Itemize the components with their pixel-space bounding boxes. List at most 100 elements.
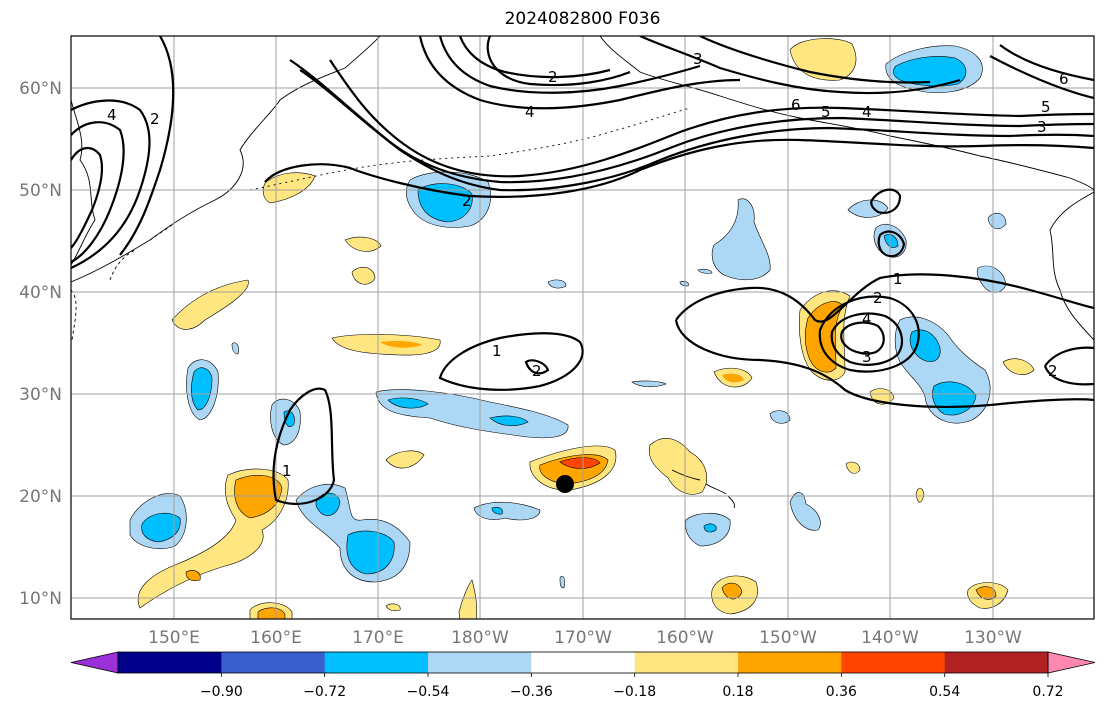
negative-anomaly-area	[789, 492, 821, 531]
contour-line	[699, 36, 931, 84]
contour-label-gulf-5: 5	[821, 103, 831, 121]
negative-anomaly-area	[387, 397, 429, 409]
negative-anomaly-area	[417, 183, 473, 223]
positive-anomaly-area	[185, 570, 201, 582]
contour-line	[71, 121, 125, 263]
storm-center-marker	[556, 475, 574, 493]
colorbar-swatch	[634, 652, 739, 673]
lat-label: 40°N	[19, 283, 62, 303]
contour-line	[989, 55, 1094, 100]
negative-anomaly-area	[769, 410, 791, 424]
colorbar: −0.90 −0.72 −0.54 −0.36 −0.18 0.18 0.36 0.54 0.7…	[70, 651, 1096, 700]
contour-labels: 2 3 4 6 5 4 3 5 6 1 2 1 2 4 3 1 2 4 2 2	[107, 50, 1069, 480]
contour-line	[1043, 365, 1094, 386]
negative-anomaly-area	[489, 415, 529, 427]
contour-label-west-1: 1	[282, 462, 292, 480]
pressure-contours	[71, 36, 1094, 505]
colorbar-swatch	[944, 652, 1049, 673]
colorbar-extend-low	[70, 651, 119, 674]
colorbar-swatch	[531, 652, 636, 673]
contour-line	[840, 321, 885, 355]
negative-anomaly-area	[491, 506, 503, 515]
lat-label: 50°N	[19, 181, 62, 201]
colorbar-label: −0.54	[407, 684, 450, 700]
contour-line	[674, 319, 1094, 408]
negative-anomaly-area	[711, 198, 771, 280]
lat-label: 20°N	[19, 487, 62, 507]
coastline-aleutians	[249, 107, 691, 191]
negative-anomaly-area	[191, 367, 213, 411]
negative-anomaly-area	[559, 575, 565, 589]
contour-label-east-2: 2	[873, 289, 883, 307]
positive-anomaly-area	[257, 607, 286, 619]
positive-anomaly-area	[975, 586, 997, 600]
colorbar-swatch	[841, 652, 946, 673]
lon-label: 170°W	[554, 628, 612, 648]
positive-anomaly-area	[344, 236, 382, 252]
positive-anomaly-area	[380, 341, 422, 348]
lon-label: 150°W	[759, 628, 817, 648]
contour-line	[486, 36, 631, 87]
contour-line	[999, 44, 1094, 82]
contour-line	[870, 188, 902, 214]
contour-label-east-4: 4	[862, 310, 872, 328]
lat-label: 60°N	[19, 79, 62, 99]
positive-anomaly-area	[234, 475, 283, 519]
contour-line	[119, 36, 175, 256]
positive-anomaly-area	[351, 266, 376, 285]
contour-label-bering-3: 3	[693, 50, 703, 68]
colorbar-label: −0.72	[303, 684, 346, 700]
contour-line	[877, 230, 906, 258]
contour-line	[639, 36, 961, 95]
lon-label: 180°W	[451, 628, 509, 648]
contour-label-coast-6: 6	[1059, 70, 1069, 88]
negative-anomaly-area	[893, 56, 967, 87]
contour-line	[524, 359, 550, 375]
colorbar-extend-high	[1047, 651, 1096, 674]
contour-label-bering-2: 2	[548, 68, 558, 86]
contour-label-aleutian-2: 2	[462, 192, 472, 210]
colorbar-swatch	[738, 652, 842, 673]
coastline-kamchatka	[71, 36, 381, 283]
negative-anomaly-area	[703, 523, 717, 533]
negative-anomaly-area	[231, 342, 239, 355]
positive-anomaly-area	[559, 457, 601, 469]
lat-label: 10°N	[19, 589, 62, 609]
positive-anomaly-area	[845, 461, 861, 474]
lon-label: 160°E	[250, 628, 302, 648]
lon-label: 170°E	[352, 628, 404, 648]
lon-label: 140°W	[861, 628, 919, 648]
contour-label-bering-4: 4	[525, 103, 535, 121]
positive-anomaly-area	[789, 38, 857, 81]
contour-line	[458, 36, 611, 79]
contour-label-gulf-6: 6	[791, 96, 801, 114]
colorbar-label: −0.18	[613, 684, 656, 700]
negative-anomaly-area	[473, 501, 541, 521]
contour-line	[272, 387, 336, 505]
contour-label-central-1: 1	[492, 342, 502, 360]
contour-line	[830, 312, 903, 366]
colorbar-label: −0.90	[200, 684, 243, 700]
contour-line	[675, 273, 1094, 323]
negative-anomaly-area	[547, 279, 567, 289]
map-title: 2024082800 F036	[504, 9, 661, 29]
contour-label-kamchatka-4: 4	[107, 106, 117, 124]
contour-line	[71, 147, 104, 249]
contour-label-coast-5: 5	[1041, 98, 1051, 116]
positive-anomaly-area	[722, 373, 744, 383]
negative-anomaly-area	[315, 492, 341, 516]
contour-line	[264, 138, 1094, 198]
coastline-kurils	[71, 224, 173, 341]
contour-label-central-2: 2	[532, 362, 542, 380]
colorbar-label: 0.72	[1032, 684, 1063, 700]
map-frame	[70, 35, 1095, 620]
colorbar-label: −0.36	[510, 684, 553, 700]
lon-label: 130°W	[964, 628, 1022, 648]
map-plot-area	[71, 36, 1094, 619]
colorbar-swatch	[118, 652, 222, 673]
negative-anomaly-area	[697, 268, 713, 274]
positive-anomaly-area	[648, 438, 707, 495]
contour-line	[329, 59, 1094, 178]
colorbar-swatch	[324, 652, 429, 673]
